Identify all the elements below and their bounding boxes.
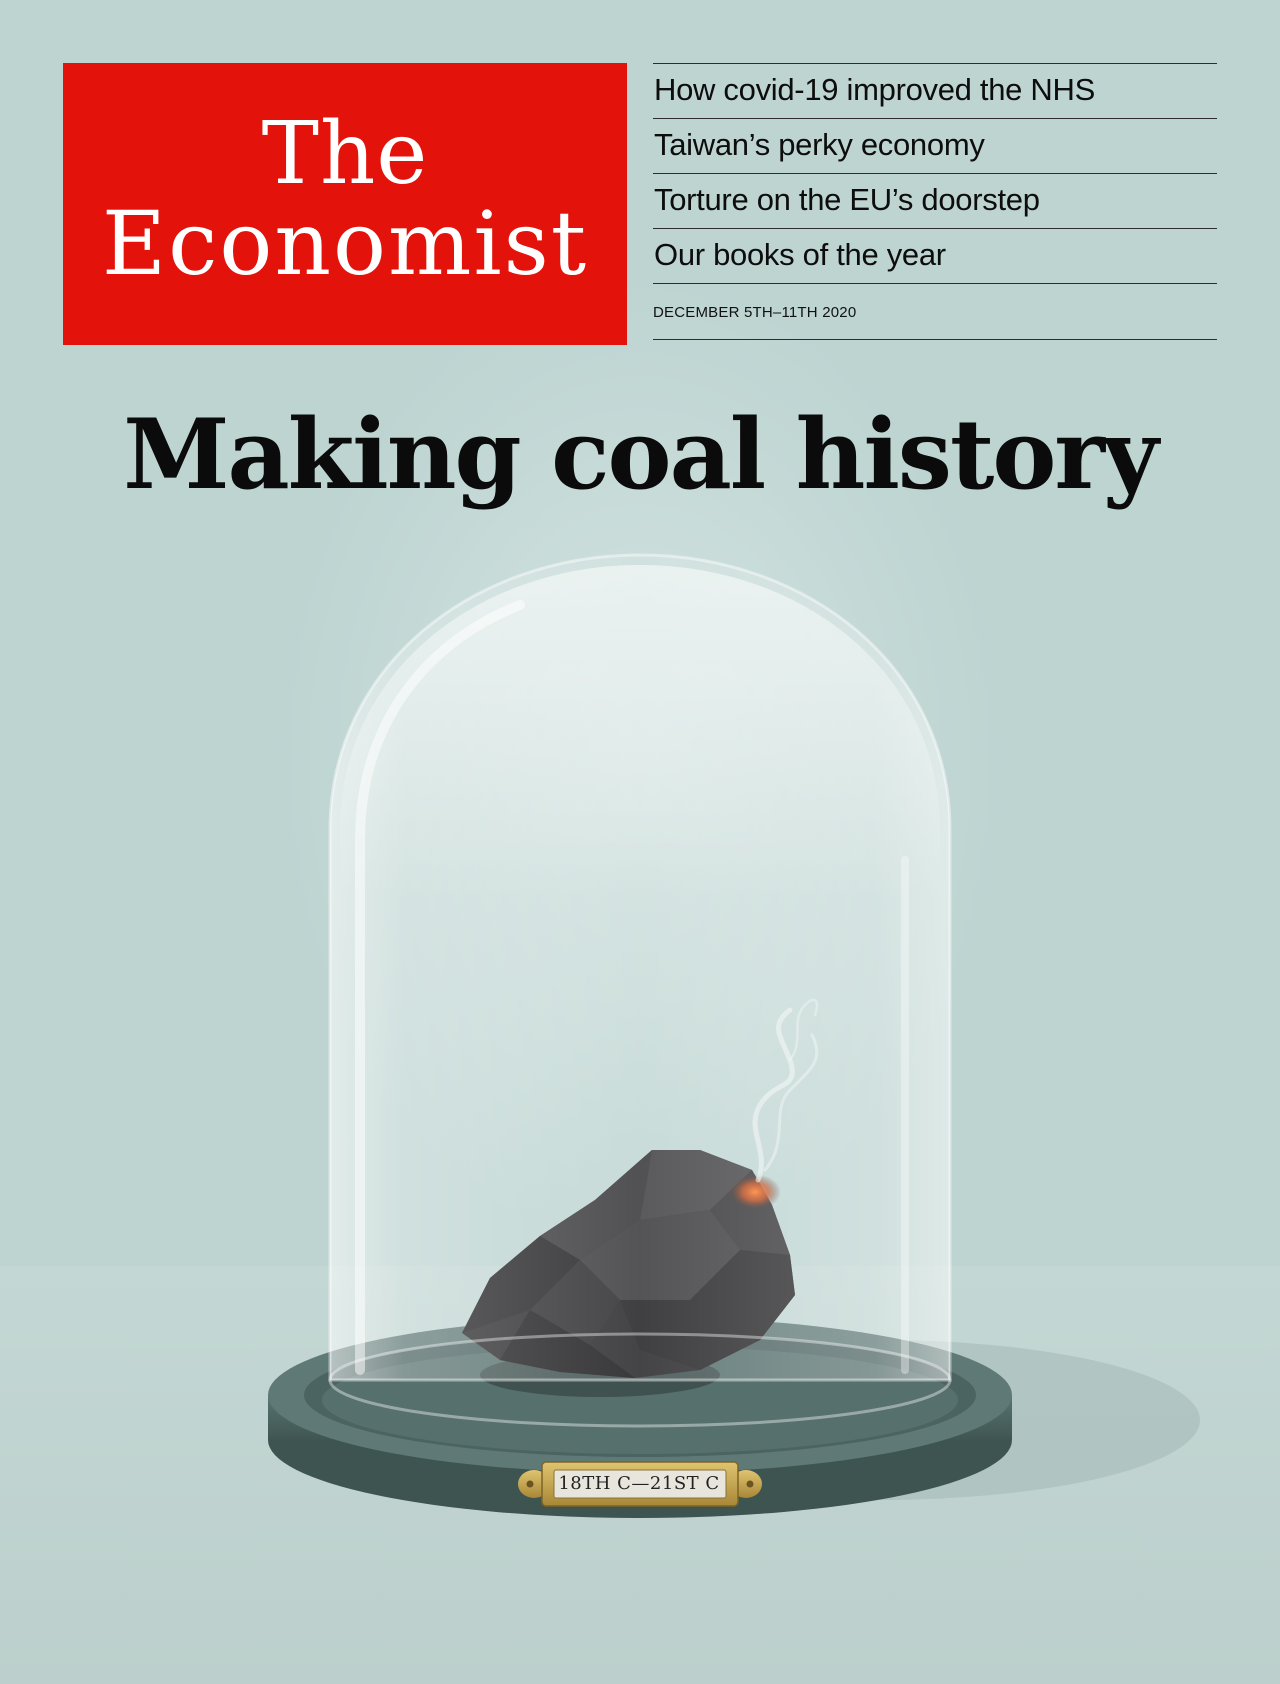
headline-item: Our books of the year [653, 228, 1217, 283]
plaque-label: 18TH C—21ST C [558, 1473, 720, 1494]
cover-title: Making coal history [123, 398, 1158, 511]
brass-plaque [518, 1461, 762, 1507]
glass-dome [328, 553, 952, 1428]
economist-logo: The Economist [63, 63, 627, 345]
issue-date: DECEMBER 5TH–11TH 2020 [653, 283, 1217, 340]
logo-line-the: The [261, 104, 429, 204]
headline-item: Taiwan’s perky economy [653, 118, 1217, 173]
headline-item: Torture on the EU’s doorstep [653, 173, 1217, 228]
logo-line-economist: Economist [101, 192, 589, 295]
headline-item: How covid-19 improved the NHS [653, 63, 1217, 118]
cover-headlines: How covid-19 improved the NHS Taiwan’s p… [653, 63, 1217, 340]
